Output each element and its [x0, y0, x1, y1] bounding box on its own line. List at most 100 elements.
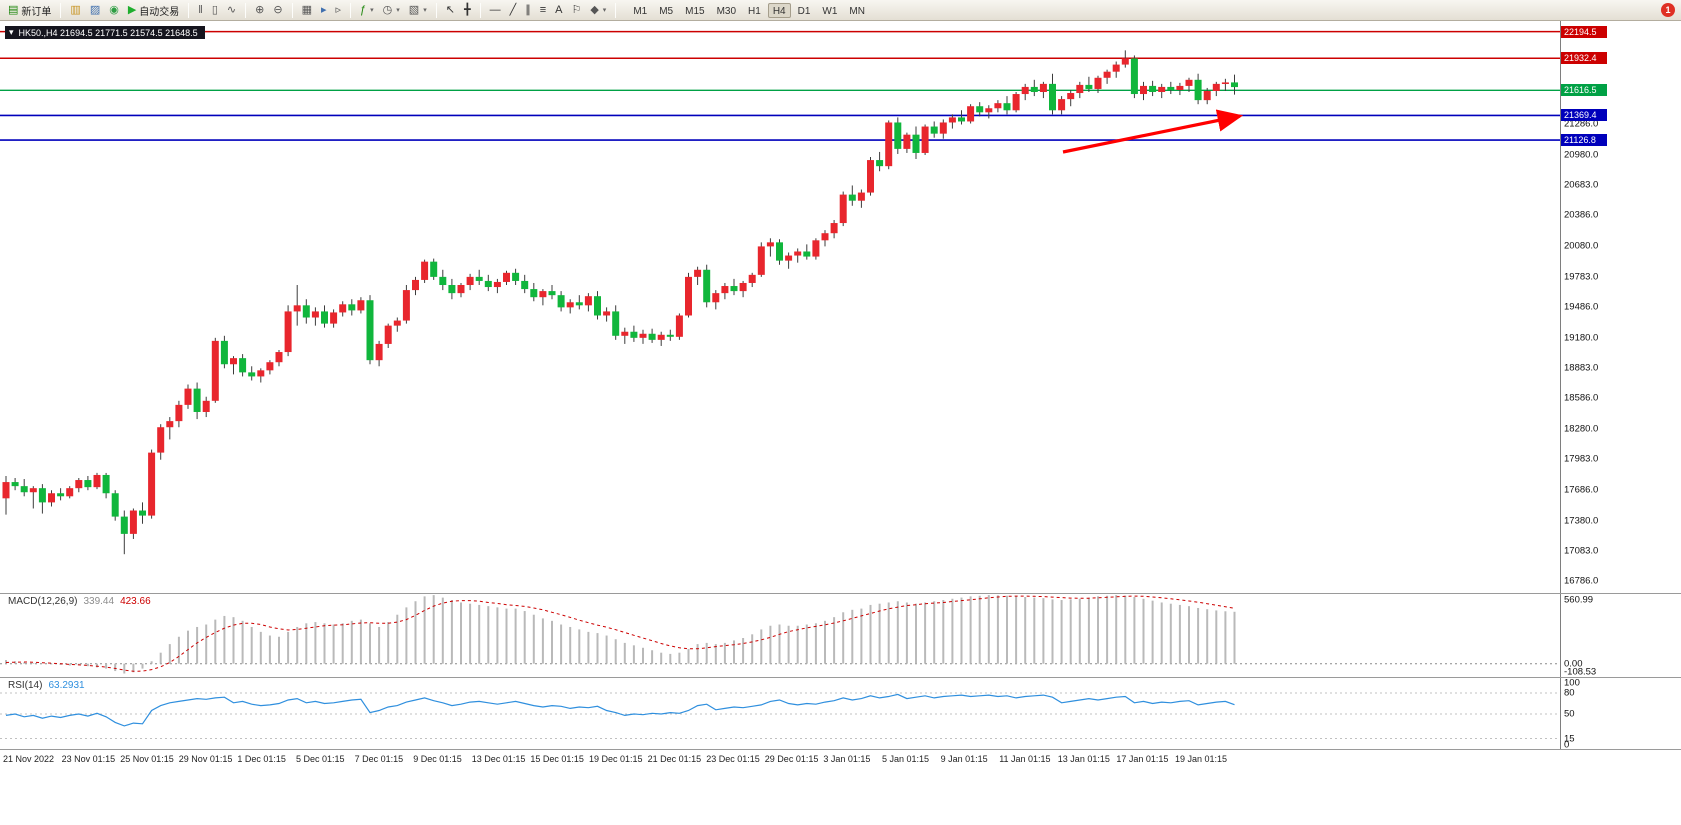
new-chart-icon: ▥	[70, 3, 81, 16]
time-axis[interactable]: 21 Nov 2022 23 Nov 01:15 25 Nov 01:15 29 No…	[0, 750, 1681, 769]
toolbar-separator	[615, 2, 617, 18]
macd-panel[interactable]: MACD(12,26,9) 339.44 423.66	[0, 595, 1560, 677]
timeframe-w1[interactable]: W1	[822, 5, 838, 17]
time-axis-label: 23 Nov 01:15	[61, 754, 116, 764]
macd-label: MACD(12,26,9) 339.44 423.66	[8, 596, 151, 607]
time-axis-label: 29 Dec 01:15	[764, 754, 819, 764]
periods-button[interactable]: ◷ ▾	[379, 2, 404, 19]
zoom-in-button[interactable]: ⊕	[251, 2, 268, 19]
bar-chart-button[interactable]: ‖	[194, 2, 207, 19]
price-scale-label: 18280.0	[1564, 423, 1599, 435]
timeframe-mn[interactable]: MN	[849, 5, 865, 17]
tile-windows-button[interactable]: ▦	[298, 2, 316, 19]
main-chart[interactable]	[0, 21, 1560, 593]
time-axis-label: 11 Jan 01:15	[999, 754, 1051, 764]
market-button[interactable]: ◉	[105, 2, 123, 19]
line-chart-button[interactable]: ∿	[223, 2, 240, 19]
indicators-icon: ƒ	[360, 3, 367, 16]
dropdown-caret-icon: ▾	[370, 7, 374, 14]
price-scale-label: 20980.0	[1564, 149, 1599, 161]
auto-trading-button-label: 自动交易	[139, 6, 180, 18]
rsi-scale-label: 100	[1564, 677, 1580, 689]
macd-value-signal: 423.66	[120, 596, 151, 607]
profiles-button[interactable]: ▨	[86, 2, 104, 19]
zoom-in-icon: ⊕	[255, 3, 265, 16]
time-axis-label: 3 Jan 01:15	[823, 754, 871, 764]
toolbar-separator	[60, 2, 62, 18]
price-scale-label: 21286.0	[1564, 118, 1599, 130]
panel-separator[interactable]	[0, 677, 1681, 678]
candles-icon: ▯	[211, 3, 218, 16]
notification-badge[interactable]: 1	[1661, 3, 1675, 17]
rsi-name: RSI(14)	[8, 680, 43, 691]
macd-scale-label: 560.99	[1564, 594, 1594, 606]
autoscroll-icon: ▸	[320, 3, 327, 16]
timeframe-h4[interactable]: H4	[767, 2, 791, 18]
cursor-button[interactable]: ↖	[442, 2, 459, 19]
timeframe-d1[interactable]: D1	[797, 5, 811, 17]
toolbar-button-group: ▤ 新订单 ▥ ▨ ◉ ▶ 自动交易 ‖ ▯ ∿ ⊕ ⊖ ▦ ▸ ▹ ƒ ▾ ◷ ▾ ▧ ▾ ↖ ╋ — ╱ ∥ ≡ A ⚐ ◆ ▾	[4, 2, 620, 19]
dropdown-caret-icon: ▾	[423, 7, 427, 14]
bars-icon: ‖	[198, 3, 203, 16]
shapes-tool-button[interactable]: ◆ ▾	[586, 2, 610, 19]
time-axis-label: 17 Jan 01:15	[1116, 754, 1169, 764]
chart-collapse-icon: ▾	[9, 27, 14, 37]
rsi-label: RSI(14) 63.2931	[8, 680, 85, 691]
timeframe-group: M1 M5 M15 M30 H1 H4 D1 W1 MN	[628, 2, 870, 18]
main-toolbar: ▤ 新订单 ▥ ▨ ◉ ▶ 自动交易 ‖ ▯ ∿ ⊕ ⊖ ▦ ▸ ▹ ƒ ▾ ◷ ▾ ▧ ▾ ↖ ╋ — ╱ ∥ ≡ A ⚐ ◆ ▾ M1 M…	[0, 0, 1681, 21]
toolbar-separator	[435, 2, 437, 18]
price-scale-label: 19180.0	[1564, 332, 1599, 344]
price-scale-label: 19783.0	[1564, 271, 1599, 283]
timeframe-m5[interactable]: M5	[659, 5, 674, 17]
chart-shift-button[interactable]: ▹	[332, 2, 346, 19]
new-order-button[interactable]: ▤ 新订单	[4, 2, 55, 19]
price-scale-label: 18883.0	[1564, 362, 1599, 374]
rsi-scale-label: 50	[1564, 708, 1575, 720]
rsi-panel[interactable]: RSI(14) 63.2931	[0, 679, 1560, 749]
rsi-chart[interactable]	[0, 679, 1560, 749]
zoom-out-button[interactable]: ⊖	[269, 2, 286, 19]
toolbar-separator	[245, 2, 247, 18]
price-scale-label: 17686.0	[1564, 484, 1599, 496]
macd-chart[interactable]	[0, 595, 1560, 677]
timeframe-m30[interactable]: M30	[716, 5, 737, 17]
template-icon: ▧	[408, 3, 420, 16]
chart-title-bar[interactable]: ▾ HK50.,H4 21694.5 21771.5 21574.5 21648…	[5, 26, 205, 39]
timeframe-m1[interactable]: M1	[633, 5, 648, 17]
rsi-scale-label: 15	[1564, 733, 1575, 744]
price-scale-label: 19486.0	[1564, 301, 1599, 313]
chart-title: HK50.,H4 21694.5 21771.5 21574.5 21648.5	[18, 27, 198, 38]
time-axis-label: 19 Dec 01:15	[589, 754, 643, 764]
trend-arrow-annotation[interactable]	[1062, 109, 1244, 154]
time-axis-label: 13 Jan 01:15	[1057, 754, 1110, 764]
candle-chart-button[interactable]: ▯	[208, 2, 222, 19]
panel-separator[interactable]	[0, 593, 1681, 594]
price-scale-label: 17983.0	[1564, 453, 1599, 465]
text-tool-button[interactable]: A	[551, 2, 566, 19]
timeframe-h1[interactable]: H1	[748, 5, 761, 17]
toolbar-separator	[350, 2, 352, 18]
auto-trading-button[interactable]: ▶ 自动交易	[124, 2, 183, 19]
time-axis-label: 7 Dec 01:15	[354, 754, 404, 764]
new-chart-button[interactable]: ▥	[66, 2, 84, 19]
trendline-tool-button[interactable]: ╱	[506, 2, 521, 19]
line-icon: ∿	[226, 3, 237, 16]
auto-scroll-button[interactable]: ▸	[317, 2, 331, 19]
fibo-tool-button[interactable]: ≡	[536, 2, 550, 19]
time-axis-label: 15 Dec 01:15	[530, 754, 584, 764]
templates-button[interactable]: ▧ ▾	[405, 2, 431, 19]
trendline-icon: ╱	[509, 3, 517, 16]
timeframe-m15[interactable]: M15	[685, 5, 705, 17]
new-order-button-label: 新订单	[21, 6, 52, 18]
rsi-scale-label: 80	[1564, 687, 1575, 699]
indicators-button[interactable]: ƒ ▾	[356, 2, 378, 19]
time-axis-label: 19 Jan 01:15	[1175, 754, 1228, 764]
label-tool-button[interactable]: ⚐	[567, 2, 585, 19]
hline-tool-button[interactable]: —	[486, 2, 505, 19]
rsi-value: 63.2931	[48, 680, 85, 691]
channel-tool-button[interactable]: ∥	[521, 2, 535, 19]
time-axis-label: 5 Jan 01:15	[882, 754, 930, 764]
crosshair-button[interactable]: ╋	[460, 2, 475, 19]
price-scale-label: 18586.0	[1564, 392, 1599, 404]
panel-separator[interactable]	[0, 749, 1681, 750]
